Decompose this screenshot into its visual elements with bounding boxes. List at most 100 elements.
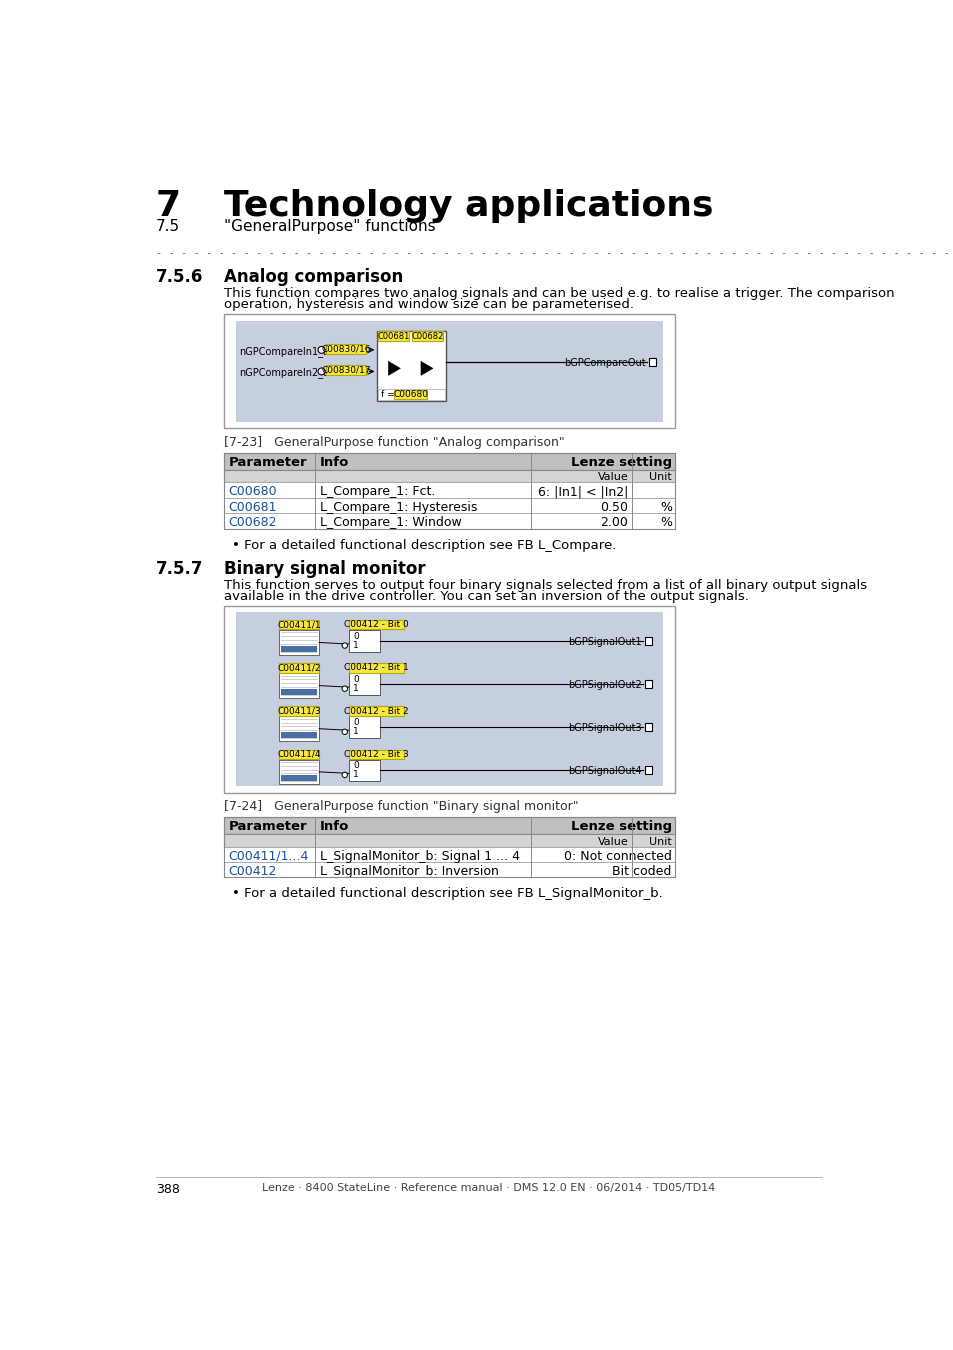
FancyBboxPatch shape xyxy=(348,674,379,695)
Text: L_SignalMonitor_b: Inversion: L_SignalMonitor_b: Inversion xyxy=(319,865,498,878)
Text: 7.5: 7.5 xyxy=(155,219,179,234)
Text: 7.5.7: 7.5.7 xyxy=(155,560,203,578)
Text: bGPSignalOut2: bGPSignalOut2 xyxy=(567,680,641,690)
FancyBboxPatch shape xyxy=(278,760,319,784)
Text: %: % xyxy=(659,501,671,514)
Text: C00680: C00680 xyxy=(229,486,277,498)
Text: Unit: Unit xyxy=(648,837,671,846)
FancyBboxPatch shape xyxy=(278,717,319,741)
Text: Unit: Unit xyxy=(648,472,671,482)
Text: C00830/16: C00830/16 xyxy=(321,344,371,354)
FancyBboxPatch shape xyxy=(644,637,652,645)
Text: C00412 - Bit 0: C00412 - Bit 0 xyxy=(344,620,409,629)
FancyBboxPatch shape xyxy=(224,834,674,846)
FancyBboxPatch shape xyxy=(224,498,674,513)
FancyBboxPatch shape xyxy=(224,513,674,528)
Text: L_Compare_1: Window: L_Compare_1: Window xyxy=(319,516,461,529)
Text: bGPSignalOut3: bGPSignalOut3 xyxy=(567,724,641,733)
Text: 0: 0 xyxy=(353,718,358,728)
Text: C00411/1...4: C00411/1...4 xyxy=(229,849,309,863)
FancyBboxPatch shape xyxy=(224,606,674,792)
Circle shape xyxy=(342,686,347,691)
FancyBboxPatch shape xyxy=(224,482,674,498)
Text: Info: Info xyxy=(319,821,349,833)
FancyBboxPatch shape xyxy=(377,331,445,401)
FancyBboxPatch shape xyxy=(236,613,661,787)
Text: %: % xyxy=(659,516,671,529)
FancyBboxPatch shape xyxy=(224,861,674,878)
FancyBboxPatch shape xyxy=(224,846,674,861)
FancyBboxPatch shape xyxy=(281,645,316,652)
FancyBboxPatch shape xyxy=(348,706,404,716)
Circle shape xyxy=(342,643,347,648)
FancyBboxPatch shape xyxy=(278,706,319,716)
Text: - - - - - - - - - - - - - - - - - - - - - - - - - - - - - - - - - - - - - - - - : - - - - - - - - - - - - - - - - - - - - … xyxy=(155,248,953,258)
FancyBboxPatch shape xyxy=(326,366,366,375)
Polygon shape xyxy=(388,362,400,375)
FancyBboxPatch shape xyxy=(648,358,656,366)
Text: 0: Not connected: 0: Not connected xyxy=(563,849,671,863)
Circle shape xyxy=(342,729,347,734)
Text: C00411/1: C00411/1 xyxy=(277,620,320,629)
FancyBboxPatch shape xyxy=(278,630,319,655)
Text: C00411/3: C00411/3 xyxy=(277,706,320,716)
Text: "GeneralPurpose" functions: "GeneralPurpose" functions xyxy=(224,219,435,234)
FancyBboxPatch shape xyxy=(236,320,661,423)
Text: This function serves to output four binary signals selected from a list of all b: This function serves to output four bina… xyxy=(224,579,866,591)
Text: C00412 - Bit 1: C00412 - Bit 1 xyxy=(344,663,409,672)
FancyBboxPatch shape xyxy=(326,344,366,354)
Polygon shape xyxy=(420,362,433,375)
Text: • For a detailed functional description see FB L_Compare.: • For a detailed functional description … xyxy=(232,539,616,552)
Text: Lenze · 8400 StateLine · Reference manual · DMS 12.0 EN · 06/2014 · TD05/TD14: Lenze · 8400 StateLine · Reference manua… xyxy=(262,1183,715,1193)
Text: Info: Info xyxy=(319,456,349,470)
Text: C00681: C00681 xyxy=(377,332,410,340)
Text: 1: 1 xyxy=(353,684,358,693)
Text: C00412 - Bit 2: C00412 - Bit 2 xyxy=(344,706,409,716)
Text: Lenze setting: Lenze setting xyxy=(570,821,671,833)
FancyBboxPatch shape xyxy=(412,331,443,340)
Text: nGPCompareIn2_a: nGPCompareIn2_a xyxy=(239,367,329,378)
Text: C00681: C00681 xyxy=(229,501,276,514)
Text: C00412: C00412 xyxy=(229,865,276,878)
Text: Lenze setting: Lenze setting xyxy=(570,456,671,470)
Text: • For a detailed functional description see FB L_SignalMonitor_b.: • For a detailed functional description … xyxy=(232,887,661,900)
FancyBboxPatch shape xyxy=(224,454,674,470)
Text: bGPSignalOut4: bGPSignalOut4 xyxy=(567,765,641,776)
Text: 0: 0 xyxy=(353,675,358,684)
Text: 2.00: 2.00 xyxy=(600,516,628,529)
FancyBboxPatch shape xyxy=(278,620,319,629)
Text: Value: Value xyxy=(597,837,628,846)
Circle shape xyxy=(317,369,325,375)
Text: 6: |In1| < |In2|: 6: |In1| < |In2| xyxy=(537,486,628,498)
Text: Technology applications: Technology applications xyxy=(224,189,713,223)
Text: This function compares two analog signals and can be used e.g. to realise a trig: This function compares two analog signal… xyxy=(224,286,894,300)
Text: 0: 0 xyxy=(353,761,358,771)
Text: bGPCompareOut: bGPCompareOut xyxy=(563,358,645,369)
FancyBboxPatch shape xyxy=(348,620,404,629)
Text: [7-24]   GeneralPurpose function "Binary signal monitor": [7-24] GeneralPurpose function "Binary s… xyxy=(224,801,578,813)
Text: bGPSignalOut1: bGPSignalOut1 xyxy=(567,637,641,647)
Text: 1: 1 xyxy=(353,771,358,779)
FancyBboxPatch shape xyxy=(644,724,652,732)
Circle shape xyxy=(317,347,325,354)
Text: C00682: C00682 xyxy=(411,332,443,340)
Text: C00411/4: C00411/4 xyxy=(277,749,320,759)
FancyBboxPatch shape xyxy=(281,688,316,695)
FancyBboxPatch shape xyxy=(281,775,316,782)
Text: Parameter: Parameter xyxy=(229,821,307,833)
Text: available in the drive controller. You can set an inversion of the output signal: available in the drive controller. You c… xyxy=(224,590,748,603)
FancyBboxPatch shape xyxy=(377,389,444,400)
FancyBboxPatch shape xyxy=(644,680,652,688)
Text: nGPCompareIn1_a: nGPCompareIn1_a xyxy=(239,346,329,356)
FancyBboxPatch shape xyxy=(377,331,409,340)
Text: C00830/17: C00830/17 xyxy=(321,366,371,375)
Text: 7: 7 xyxy=(155,189,181,223)
FancyBboxPatch shape xyxy=(348,749,404,759)
Text: Value: Value xyxy=(597,472,628,482)
FancyBboxPatch shape xyxy=(224,470,674,482)
FancyBboxPatch shape xyxy=(224,315,674,428)
FancyBboxPatch shape xyxy=(281,732,316,738)
Text: 1: 1 xyxy=(353,728,358,736)
Text: [7-23]   GeneralPurpose function "Analog comparison": [7-23] GeneralPurpose function "Analog c… xyxy=(224,436,564,450)
Text: Binary signal monitor: Binary signal monitor xyxy=(224,560,425,578)
